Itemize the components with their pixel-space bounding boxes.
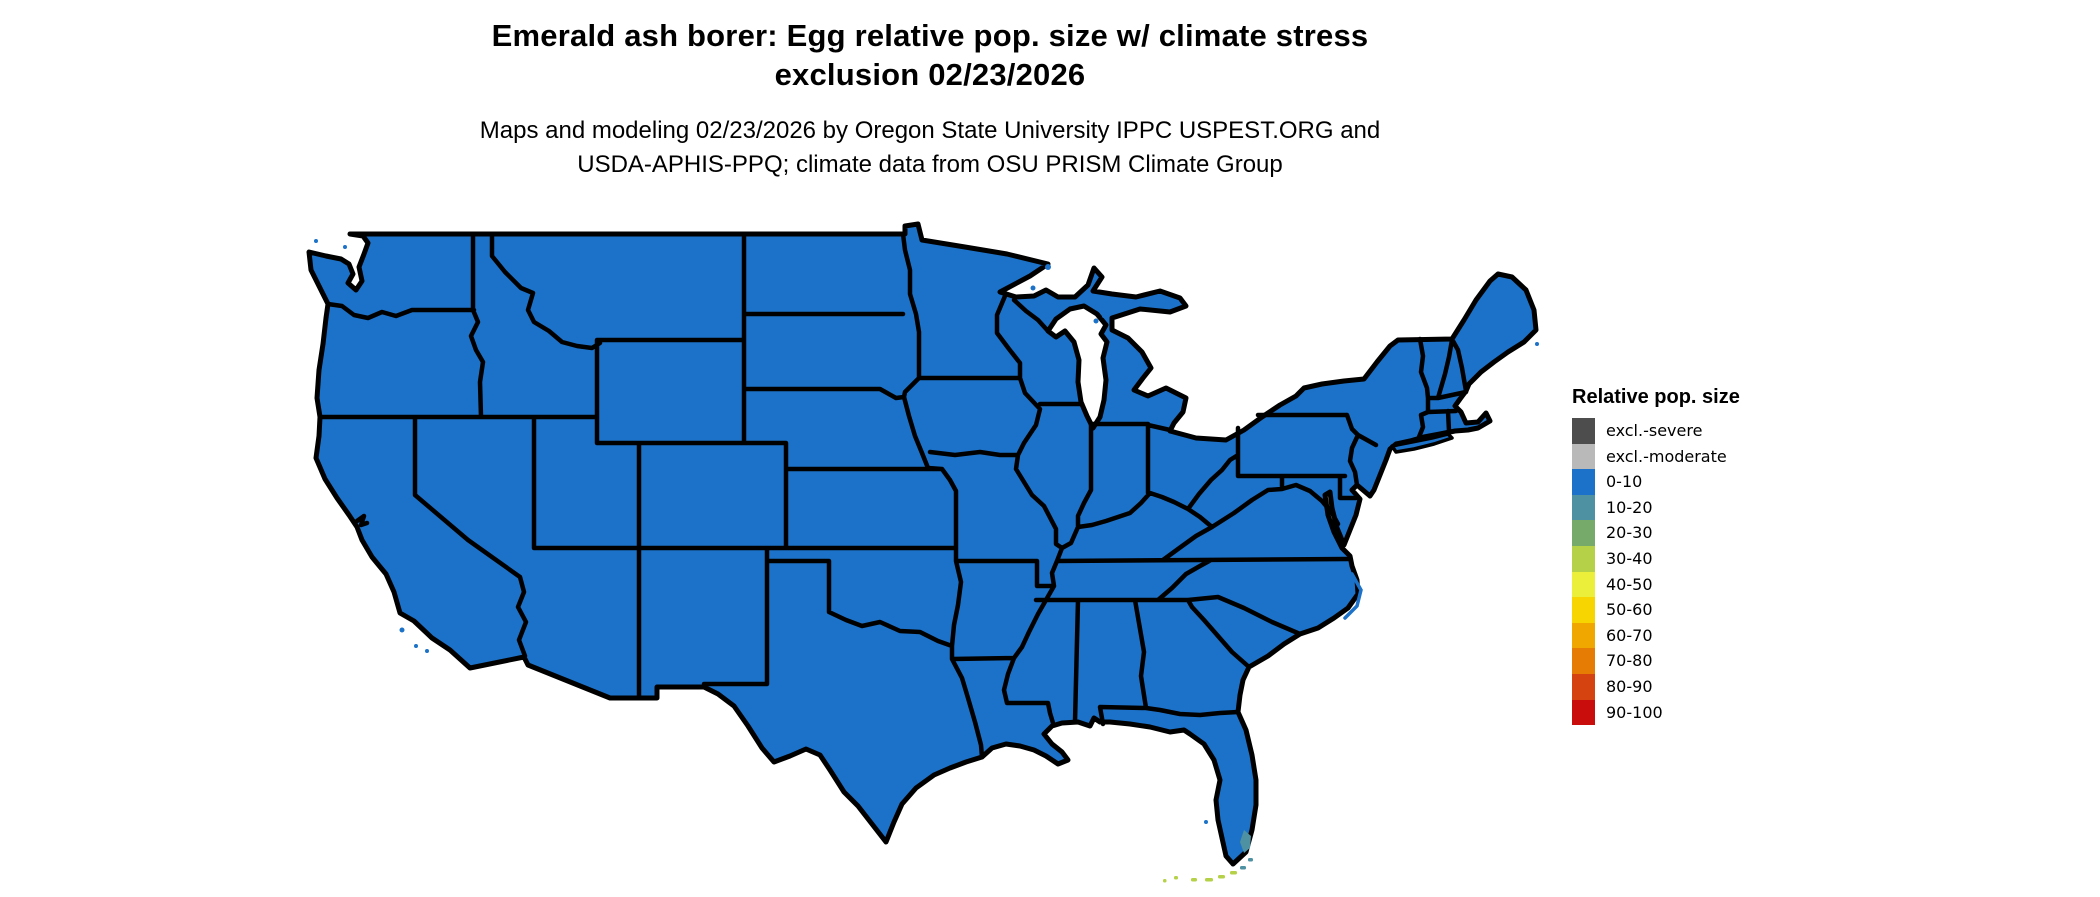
legend-swatch	[1572, 443, 1595, 470]
legend-item-label: 60-70	[1606, 625, 1653, 645]
subtitle-line-1: Maps and modeling 02/23/2026 by Oregon S…	[479, 117, 1381, 144]
legend-item: 0-10	[1572, 469, 1992, 495]
page-subtitle: Maps and modeling 02/23/2026 by Oregon S…	[300, 114, 1560, 182]
legend-swatch	[1572, 418, 1595, 444]
legend-item-label: 20-30	[1606, 523, 1653, 543]
title-line-2: exclusion 02/23/2026	[774, 57, 1086, 92]
legend-item: 70-80	[1572, 648, 1992, 674]
legend-item-label: 30-40	[1606, 548, 1653, 568]
legend-item: 50-60	[1572, 597, 1992, 623]
legend-item-label: 40-50	[1606, 574, 1653, 594]
legend-item: excl.-moderate	[1572, 443, 1992, 470]
legend-item-label: 10-20	[1606, 497, 1653, 517]
subtitle-line-2: USDA-APHIS-PPQ; climate data from OSU PR…	[577, 151, 1283, 178]
page-title: Emerald ash borer: Egg relative pop. siz…	[300, 16, 1560, 94]
legend-item: 40-50	[1572, 571, 1992, 598]
florida-keys-patches	[1163, 871, 1237, 883]
legend-swatch	[1572, 597, 1595, 623]
legend-item-label: 50-60	[1606, 600, 1653, 620]
legend-item: 30-40	[1572, 545, 1992, 572]
legend-swatch	[1572, 622, 1595, 649]
legend-swatch	[1572, 520, 1595, 546]
legend-title: Relative pop. size	[1572, 386, 1740, 408]
outer-banks	[1343, 572, 1363, 620]
legend-item-label: 70-80	[1606, 651, 1653, 671]
legend-swatch	[1572, 648, 1595, 674]
legend-item: excl.-severe	[1572, 418, 1992, 444]
legend-item-label: 90-100	[1606, 702, 1663, 722]
title-line-1: Emerald ash borer: Egg relative pop. siz…	[491, 18, 1369, 53]
legend-item: 90-100	[1572, 699, 1992, 726]
legend-swatch	[1572, 699, 1595, 726]
legend-item-label: 0-10	[1606, 472, 1643, 492]
legend-items: excl.-severe excl.-moderate 0-10 10-20 2…	[1572, 418, 1992, 726]
legend-swatch	[1572, 469, 1595, 495]
long-island	[1390, 432, 1454, 454]
legend-swatch	[1572, 571, 1595, 598]
legend-item-label: 80-90	[1606, 676, 1653, 696]
legend-item-label: excl.-severe	[1606, 421, 1703, 440]
legend-swatch	[1572, 673, 1595, 700]
legend-item: 20-30	[1572, 520, 1992, 546]
south-florida-teal-patch	[1240, 830, 1253, 870]
legend-item: 10-20	[1572, 494, 1992, 521]
state-borders	[317, 231, 1469, 760]
legend: Relative pop. size excl.-severe excl.-mo…	[1572, 386, 1992, 726]
coastal-islands	[314, 239, 1539, 824]
legend-swatch	[1572, 545, 1595, 572]
legend-item: 60-70	[1572, 622, 1992, 649]
conus-outline	[306, 221, 1539, 867]
legend-swatch	[1572, 494, 1595, 521]
legend-item-label: excl.-moderate	[1606, 446, 1727, 466]
legend-item: 80-90	[1572, 673, 1992, 700]
